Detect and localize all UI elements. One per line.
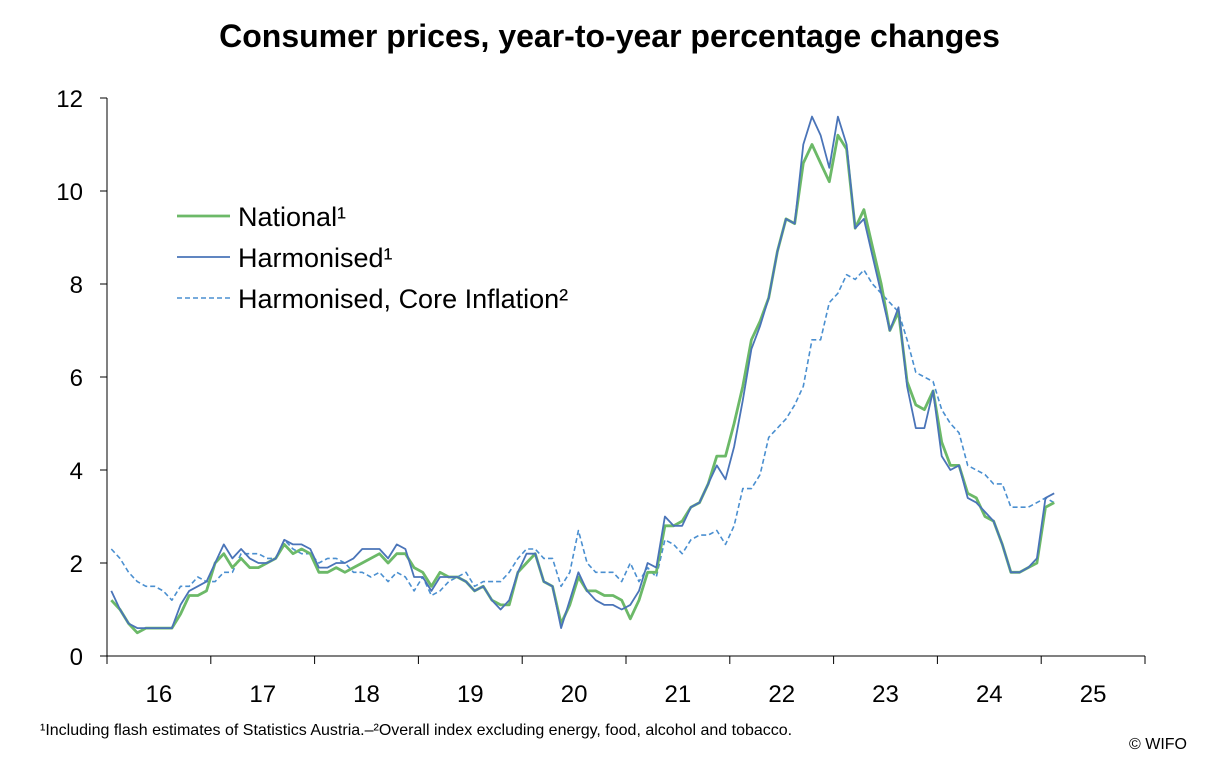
x-tick-label: 22 — [768, 681, 795, 708]
copyright: © WIFO — [1129, 736, 1187, 753]
series-line-core-inflation — [110, 269, 1055, 602]
y-tick-label: 12 — [56, 86, 83, 113]
y-tick-label: 2 — [70, 551, 83, 578]
legend-label: Harmonised¹ — [238, 243, 393, 273]
x-tick-label: 20 — [561, 681, 588, 708]
y-tick-label: 0 — [70, 644, 83, 671]
footnote: ¹Including flash estimates of Statistics… — [40, 722, 793, 739]
y-tick-label: 8 — [70, 272, 83, 299]
x-tick-label: 16 — [146, 681, 173, 708]
x-tick-label: 24 — [976, 681, 1003, 708]
legend-label: National¹ — [238, 202, 346, 232]
legend-label: Harmonised, Core Inflation² — [238, 284, 568, 314]
x-tick-label: 21 — [665, 681, 692, 708]
y-tick-label: 4 — [70, 458, 83, 485]
y-axis: 0 2 4 6 8 10 12 — [56, 86, 108, 671]
x-tick-label: 23 — [872, 681, 899, 708]
y-tick-label: 10 — [56, 179, 83, 206]
x-tick-label: 18 — [353, 681, 380, 708]
chart-title: Consumer prices, year-to-year percentage… — [219, 18, 1000, 54]
x-tick-label: 25 — [1080, 681, 1107, 708]
x-tick-label: 17 — [249, 681, 276, 708]
series-layer — [110, 115, 1055, 635]
y-tick-label: 6 — [70, 365, 83, 392]
legend: National¹ Harmonised¹ Harmonised, Core Inf… — [177, 202, 568, 314]
x-axis: 16 17 18 19 20 21 22 23 24 25 — [106, 655, 1146, 708]
x-tick-label: 19 — [457, 681, 484, 708]
series-line-harmonised — [110, 115, 1055, 629]
